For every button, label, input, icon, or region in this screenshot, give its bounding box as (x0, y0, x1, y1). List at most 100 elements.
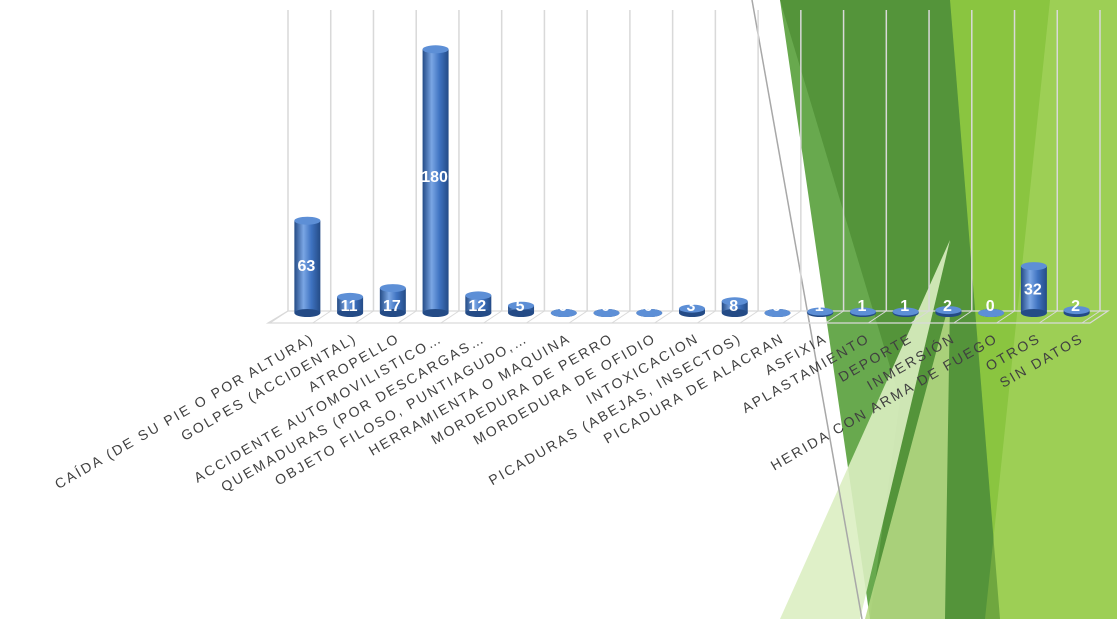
floor-line (782, 310, 802, 324)
value-label: 17 (383, 298, 401, 315)
bar-top (636, 309, 663, 317)
bar-top (849, 307, 876, 316)
bar-top (721, 297, 748, 306)
bar-14: 1 (849, 298, 876, 317)
floor-line (1081, 310, 1101, 324)
bar-body (294, 220, 321, 313)
bar-top (379, 284, 406, 293)
bar-12: 0 (764, 298, 791, 317)
bar-10: 3 (679, 298, 705, 317)
bar-base (465, 309, 492, 317)
bar-16: 2 (935, 298, 962, 317)
floor-line (312, 310, 332, 324)
floor-line (953, 310, 973, 324)
bar-body (422, 49, 449, 314)
floor-line (397, 310, 417, 324)
floor-line (739, 310, 759, 324)
chart-grid (287, 10, 1101, 311)
value-label: 32 (1024, 282, 1042, 299)
bar-base (337, 309, 364, 317)
bar-base (1020, 309, 1047, 317)
floor-line (910, 310, 930, 324)
bar-8: 0 (593, 298, 620, 317)
floor-line (611, 310, 631, 324)
background-decoration (751, 0, 1117, 619)
deco-band-light (985, 0, 1117, 619)
bar-base (422, 309, 449, 317)
bar-6: 5 (508, 298, 535, 317)
floor-line (654, 310, 673, 324)
bar-top (807, 307, 834, 316)
value-label: 0 (644, 298, 653, 315)
value-label: 0 (986, 298, 995, 315)
bar-top (550, 309, 577, 317)
bar-2: 11 (337, 292, 364, 317)
value-label: 2 (1071, 298, 1080, 315)
bar-19: 2 (1063, 298, 1090, 317)
bar-top (1020, 262, 1047, 271)
bar-11: 8 (721, 297, 748, 317)
value-label: 180 (421, 169, 448, 186)
bar-body (1020, 266, 1047, 313)
floor-line (440, 310, 460, 324)
floor-line (868, 310, 887, 324)
bar-top (294, 216, 321, 225)
value-label: 1 (857, 298, 866, 315)
bar-13: 1 (807, 298, 834, 317)
bar-body (337, 296, 364, 313)
value-label: 1 (815, 298, 824, 315)
bar-17: 0 (978, 298, 1005, 317)
value-label: 0 (772, 298, 781, 315)
bar-4: 180 (421, 45, 449, 317)
floor-line (526, 310, 545, 324)
floor-line (568, 310, 588, 324)
floor-line (1038, 310, 1058, 324)
bar-top (764, 309, 791, 317)
bar-top (508, 301, 535, 310)
bar-top (978, 309, 1005, 317)
floor-line (996, 310, 1015, 324)
value-label: 63 (297, 258, 315, 275)
bar-9: 0 (636, 298, 663, 317)
bar-base (721, 309, 748, 317)
value-label: 2 (943, 298, 952, 315)
floor-line (355, 310, 374, 324)
bar-top (465, 291, 492, 300)
floor-line (697, 310, 716, 324)
bar-top (892, 307, 919, 316)
bar-3: 17 (379, 284, 406, 317)
bar-top (337, 292, 364, 301)
bar-body (465, 295, 492, 313)
deco-mid-wedge (865, 300, 950, 619)
chart-floor (265, 310, 1110, 324)
deco-light-wedge (780, 240, 950, 619)
bar-body (721, 301, 748, 313)
bar-top (679, 304, 705, 313)
bar-top (1063, 306, 1090, 315)
bar-15: 1 (892, 298, 919, 317)
value-label: 0 (601, 298, 610, 315)
value-label: 1 (900, 298, 909, 315)
floor-line (269, 310, 289, 324)
bar-5: 12 (465, 291, 492, 317)
bar-18: 32 (1020, 262, 1047, 317)
bar-base (294, 309, 321, 317)
bar-top (593, 309, 620, 317)
value-label: 5 (516, 298, 525, 315)
value-label: 12 (468, 298, 486, 315)
bar-base (379, 309, 406, 317)
bar-base (508, 309, 535, 317)
value-label: 11 (341, 298, 358, 315)
bar-top (935, 306, 962, 315)
bar-7: 0 (550, 298, 577, 317)
bar-body (379, 288, 406, 313)
bar-1: 63 (294, 216, 321, 317)
value-label: 8 (729, 298, 738, 315)
value-label: 3 (687, 298, 696, 315)
bar-top (422, 45, 449, 54)
foreground-decoration (752, 0, 780, 12)
deco-divider-line (751, 0, 863, 619)
floor-line (483, 310, 502, 324)
